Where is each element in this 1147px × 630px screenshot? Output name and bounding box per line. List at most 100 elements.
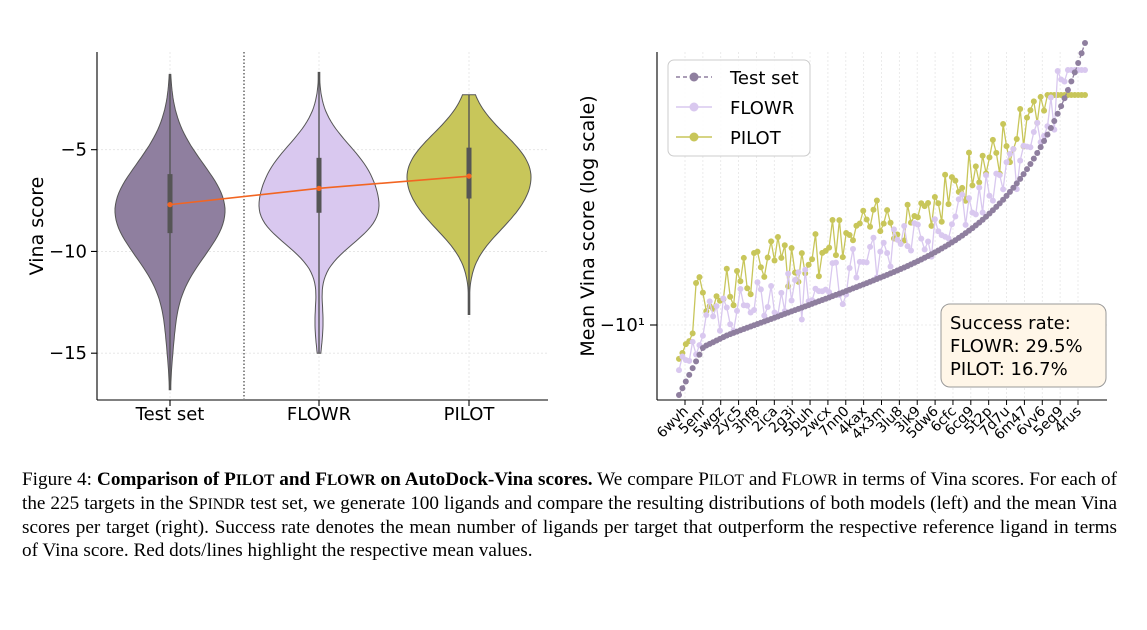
data-point	[1055, 111, 1061, 117]
legend: Test set FLOWR PILOT	[668, 60, 810, 156]
data-point	[850, 237, 856, 243]
data-point	[1014, 136, 1020, 142]
data-point	[686, 372, 692, 378]
data-point	[737, 278, 743, 284]
data-point	[795, 269, 801, 275]
data-point	[679, 385, 685, 391]
data-point	[922, 247, 928, 253]
data-point	[1027, 107, 1033, 113]
data-point	[867, 244, 873, 250]
data-point	[983, 172, 989, 178]
data-point	[1038, 94, 1044, 100]
data-point	[696, 352, 702, 358]
data-point	[765, 304, 771, 310]
data-point	[710, 313, 716, 319]
mean-point	[316, 186, 321, 191]
data-point	[993, 150, 999, 156]
data-point	[1068, 78, 1074, 84]
data-point	[758, 286, 764, 292]
y-tick-label: −15	[49, 343, 87, 364]
right-y-label: Mean Vina score (log scale)	[577, 95, 599, 356]
mean-point	[466, 174, 471, 179]
data-point	[826, 245, 832, 251]
data-point	[932, 194, 938, 200]
data-point	[952, 213, 958, 219]
left-y-label: Vina score	[26, 177, 48, 276]
data-point	[1038, 144, 1044, 150]
data-point	[888, 263, 894, 269]
data-point	[946, 201, 952, 207]
data-point	[696, 274, 702, 280]
right-x-ticks: 6wvh5enr5wgz2yc53hf82ica2g3i5buh2wcx7nn0…	[654, 400, 1085, 443]
success-rate-title: Success rate:	[950, 313, 1071, 334]
data-point	[782, 242, 788, 248]
data-point	[959, 185, 965, 191]
data-point	[939, 219, 945, 225]
data-point	[765, 255, 771, 261]
data-point	[891, 226, 897, 232]
data-point	[1048, 95, 1054, 101]
data-point	[690, 339, 696, 345]
data-point	[734, 268, 740, 274]
mean-point	[167, 202, 172, 207]
data-point	[1079, 50, 1085, 56]
violin-chart: −5 −10 −15 Test set FLOWR PILOT Vina score	[26, 52, 548, 425]
data-point	[1004, 143, 1010, 149]
data-point	[901, 223, 907, 229]
data-point	[758, 264, 764, 270]
data-point	[727, 294, 733, 300]
data-point	[1021, 171, 1027, 177]
data-point	[802, 267, 808, 273]
data-point	[888, 220, 894, 226]
x-tick-label: PILOT	[444, 404, 496, 425]
data-point	[932, 216, 938, 222]
data-point	[720, 296, 726, 302]
data-point	[799, 250, 805, 256]
data-point	[1058, 103, 1064, 109]
data-point	[867, 224, 873, 230]
data-point	[789, 298, 795, 304]
data-point	[1017, 158, 1023, 164]
data-point	[744, 285, 750, 291]
data-point	[690, 330, 696, 336]
data-point	[1007, 151, 1013, 157]
data-point	[700, 333, 706, 339]
data-point	[785, 271, 791, 277]
data-point	[881, 221, 887, 227]
y-tick-label: −10	[49, 241, 87, 262]
data-point	[1041, 138, 1047, 144]
data-point	[744, 303, 750, 309]
data-point	[1031, 156, 1037, 162]
data-point	[853, 275, 859, 281]
data-point	[959, 192, 965, 198]
x-tick-label: Test set	[135, 404, 205, 425]
data-point	[966, 150, 972, 156]
data-point	[877, 249, 883, 255]
data-point	[727, 321, 733, 327]
figure: −5 −10 −15 Test set FLOWR PILOT Vina score −…	[0, 0, 1147, 460]
data-point	[1051, 118, 1057, 124]
data-point	[860, 208, 866, 214]
data-point	[870, 235, 876, 241]
data-point	[768, 238, 774, 244]
data-point	[847, 232, 853, 238]
data-point	[731, 302, 737, 308]
data-point	[690, 365, 696, 371]
data-point	[778, 290, 784, 296]
data-point	[1041, 108, 1047, 114]
data-point	[737, 286, 743, 292]
data-point	[775, 234, 781, 240]
data-point	[884, 207, 890, 213]
data-point	[881, 240, 887, 246]
data-point	[976, 179, 982, 185]
data-point	[676, 367, 682, 373]
data-point	[693, 358, 699, 364]
quartile-box	[467, 148, 472, 199]
data-point	[942, 172, 948, 178]
data-point	[1075, 60, 1081, 66]
data-point	[683, 379, 689, 385]
y-tick-label: −5	[60, 140, 87, 161]
data-point	[1082, 67, 1088, 73]
data-point	[949, 221, 955, 227]
svg-text:Test set: Test set	[729, 68, 799, 89]
